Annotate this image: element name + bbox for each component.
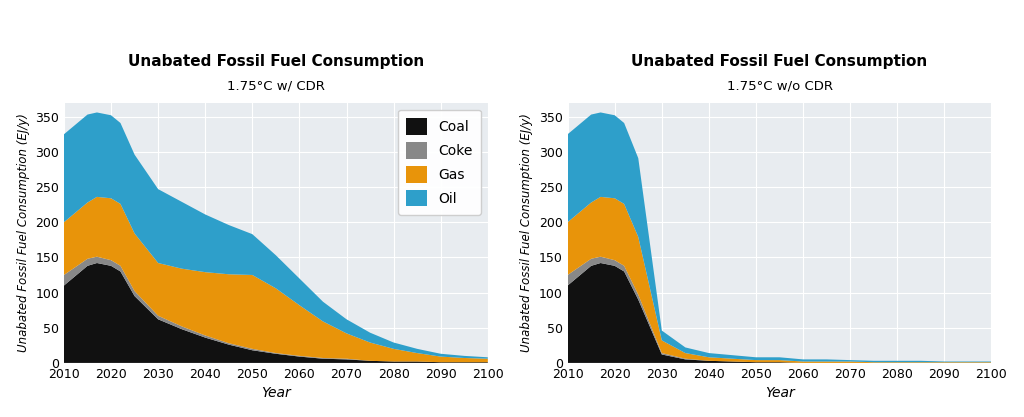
Text: Unabated Fossil Fuel Consumption: Unabated Fossil Fuel Consumption [632, 54, 928, 69]
X-axis label: Year: Year [765, 386, 795, 400]
Text: 1.75°C w/ CDR: 1.75°C w/ CDR [227, 79, 325, 92]
Y-axis label: Unabated Fossil Fuel Consumption (EJ/y): Unabated Fossil Fuel Consumption (EJ/y) [16, 113, 30, 352]
Text: Unabated Fossil Fuel Consumption: Unabated Fossil Fuel Consumption [128, 54, 424, 69]
Text: 1.75°C w/o CDR: 1.75°C w/o CDR [727, 79, 833, 92]
X-axis label: Year: Year [261, 386, 291, 400]
Y-axis label: Unabated Fossil Fuel Consumption (EJ/y): Unabated Fossil Fuel Consumption (EJ/y) [520, 113, 534, 352]
Legend: Coal, Coke, Gas, Oil: Coal, Coke, Gas, Oil [398, 110, 481, 215]
